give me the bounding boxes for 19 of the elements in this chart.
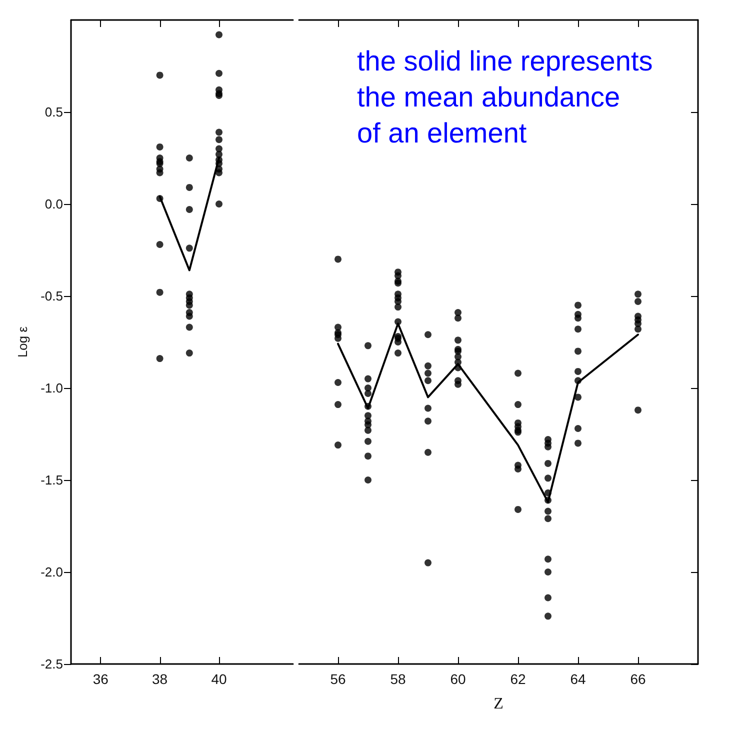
- x-tick-label: 38: [152, 671, 168, 687]
- x-tick-label: 56: [330, 671, 346, 687]
- x-tick-label: 58: [390, 671, 406, 687]
- y-tick-label: -2.5: [40, 656, 63, 672]
- y-tick-label: -2.0: [40, 564, 63, 580]
- y-tick-label: -0.5: [40, 288, 63, 304]
- y-tick-label: 0.0: [44, 196, 63, 212]
- x-tick-label: 40: [211, 671, 227, 687]
- annotation: the solid line represents the mean abundance of an element: [357, 46, 653, 148]
- x-axis-title: Z: [494, 696, 504, 712]
- x-tick-label: 36: [92, 671, 109, 687]
- y-tick-label: -1.5: [40, 472, 63, 488]
- y-tick-label: -1.0: [40, 380, 63, 396]
- x-tick-label: 60: [450, 671, 466, 687]
- y-tick-label: 0.5: [44, 104, 63, 120]
- y-axis-title: Log ε: [15, 326, 30, 358]
- x-tick-label: 66: [630, 671, 646, 687]
- x-tick-label: 62: [510, 671, 526, 687]
- x-tick-label: 64: [570, 671, 586, 687]
